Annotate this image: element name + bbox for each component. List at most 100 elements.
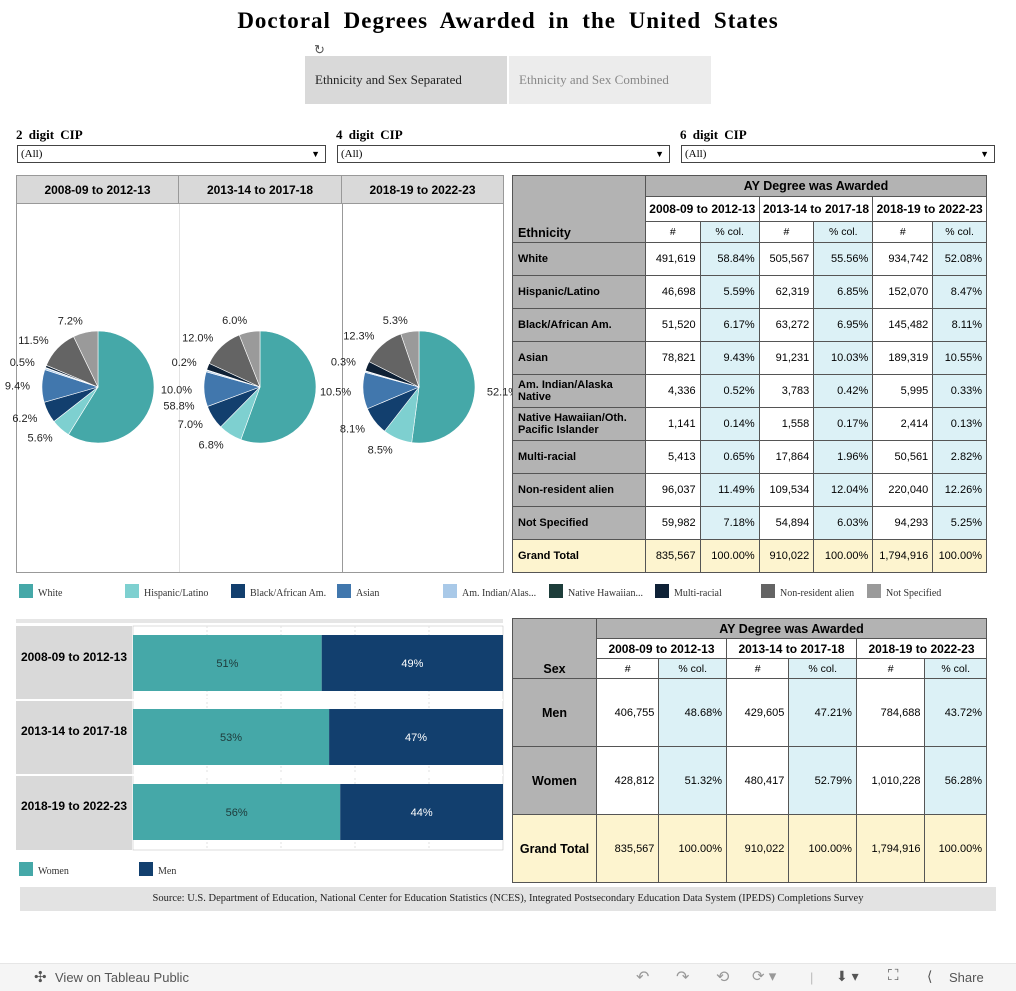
download-icon[interactable]: ⬇ ▾ bbox=[836, 968, 859, 984]
count-cell: 934,742 bbox=[872, 242, 934, 276]
filter-label-4digit: 4 digit CIP bbox=[336, 127, 403, 142]
pie-header-period-3: 2018-19 to 2022-23 bbox=[342, 176, 503, 204]
ethnicity-table-title: AY Degree was Awarded bbox=[645, 175, 987, 197]
grand-total-label: Grand Total bbox=[512, 539, 646, 573]
legend-label: Not Specified bbox=[886, 588, 942, 599]
count-cell: 17,864 bbox=[758, 440, 815, 474]
pie-slice[interactable] bbox=[400, 330, 420, 388]
period-header: 2018-19 to 2022-23 bbox=[855, 638, 988, 659]
pct-col-header: % col. bbox=[658, 658, 727, 679]
legend-swatch[interactable] bbox=[549, 584, 563, 598]
filter-select-6digit[interactable]: (All) ▼ bbox=[681, 145, 995, 163]
bar-data-label: 44% bbox=[411, 807, 433, 819]
pct-cell: 52.79% bbox=[788, 746, 857, 815]
legend-swatch[interactable] bbox=[19, 584, 33, 598]
count-cell: 429,605 bbox=[725, 678, 790, 747]
count-cell: 835,567 bbox=[645, 539, 701, 573]
row-label: Native Hawaiian/Oth. Pacific Islander bbox=[512, 407, 646, 441]
dropdown-arrow-icon: ▼ bbox=[655, 149, 664, 159]
pct-cell: 58.84% bbox=[699, 242, 760, 276]
refresh-icon[interactable]: ⟳ ▾ bbox=[752, 968, 777, 985]
count-cell: 1,794,916 bbox=[872, 539, 934, 573]
tab-ethnicity-sex-separated[interactable]: Ethnicity and Sex Separated bbox=[305, 56, 507, 104]
filter-value: (All) bbox=[341, 148, 363, 160]
bar-segment-women[interactable] bbox=[133, 709, 330, 765]
legend-label: Multi-racial bbox=[674, 588, 722, 599]
legend-swatch[interactable] bbox=[443, 584, 457, 598]
bar-data-label: 56% bbox=[226, 807, 248, 819]
pct-col-header: % col. bbox=[699, 221, 760, 243]
pct-cell: 6.17% bbox=[699, 308, 760, 342]
count-cell: 145,482 bbox=[872, 308, 934, 342]
bar-data-label: 49% bbox=[401, 658, 423, 670]
pie-data-label: 52.1% bbox=[487, 386, 518, 398]
sex-row-header: Sex bbox=[512, 618, 597, 679]
share-icon[interactable]: ⟨ bbox=[927, 968, 933, 984]
pie-data-label: 12.0% bbox=[182, 333, 213, 345]
pie-slice[interactable] bbox=[240, 330, 317, 444]
pie-slice[interactable] bbox=[73, 330, 99, 388]
legend-swatch[interactable] bbox=[19, 862, 33, 876]
redo-icon[interactable]: ↷ bbox=[676, 969, 690, 986]
filter-select-4digit[interactable]: (All) ▼ bbox=[337, 145, 670, 163]
pie-divider bbox=[179, 204, 180, 572]
count-cell: 406,755 bbox=[595, 678, 660, 747]
fullscreen-icon[interactable]: ⛶ bbox=[888, 967, 899, 984]
share-button[interactable]: Share bbox=[949, 970, 984, 985]
bar-segment-men[interactable] bbox=[321, 635, 503, 691]
legend-label: Black/African Am. bbox=[250, 588, 327, 599]
pct-cell: 47.21% bbox=[788, 678, 857, 747]
pct-cell: 0.14% bbox=[699, 407, 760, 441]
legend-swatch[interactable] bbox=[231, 584, 245, 598]
pie-slice[interactable] bbox=[411, 330, 476, 444]
count-cell: 62,319 bbox=[758, 275, 815, 309]
bar-segment-men[interactable] bbox=[329, 709, 503, 765]
count-cell: 94,293 bbox=[872, 506, 934, 540]
revert-icon[interactable]: ⟲ bbox=[716, 969, 730, 986]
bar-segment-women[interactable] bbox=[133, 635, 322, 691]
count-cell: 5,413 bbox=[645, 440, 701, 474]
bar-segment-men[interactable] bbox=[340, 784, 503, 840]
pie-data-label: 6.0% bbox=[222, 315, 247, 327]
count-cell: 152,070 bbox=[872, 275, 934, 309]
filter-select-2digit[interactable]: (All) ▼ bbox=[17, 145, 326, 163]
filter-value: (All) bbox=[21, 148, 43, 160]
view-on-tableau-link[interactable]: View on Tableau Public bbox=[55, 970, 189, 985]
count-cell: 2,414 bbox=[872, 407, 934, 441]
legend-swatch[interactable] bbox=[139, 862, 153, 876]
count-cell: 505,567 bbox=[758, 242, 815, 276]
pct-cell: 6.95% bbox=[813, 308, 874, 342]
bar-category-label: 2008-09 to 2012-13 bbox=[20, 650, 128, 664]
tab-ethnicity-sex-combined[interactable]: Ethnicity and Sex Combined bbox=[509, 56, 711, 104]
count-cell: 784,688 bbox=[855, 678, 926, 747]
bar-segment-women[interactable] bbox=[133, 784, 341, 840]
legend-swatch[interactable] bbox=[867, 584, 881, 598]
pie-data-label: 6.8% bbox=[199, 439, 224, 451]
pct-col-header: % col. bbox=[788, 658, 857, 679]
count-cell: 480,417 bbox=[725, 746, 790, 815]
undo-icon[interactable]: ↶ bbox=[636, 969, 650, 986]
reset-icon[interactable]: ↻ bbox=[314, 42, 325, 57]
pct-cell: 5.59% bbox=[699, 275, 760, 309]
filter-value: (All) bbox=[685, 148, 707, 160]
pie-slice[interactable] bbox=[68, 330, 155, 444]
row-label: Asian bbox=[512, 341, 646, 375]
row-label: Am. Indian/Alaska Native bbox=[512, 374, 646, 408]
legend-swatch[interactable] bbox=[761, 584, 775, 598]
legend-swatch[interactable] bbox=[125, 584, 139, 598]
grand-total-label: Grand Total bbox=[512, 814, 597, 883]
count-cell: 428,812 bbox=[595, 746, 660, 815]
count-cell: 220,040 bbox=[872, 473, 934, 507]
legend-swatch[interactable] bbox=[655, 584, 669, 598]
pie-slice[interactable] bbox=[238, 330, 261, 388]
tableau-icon[interactable]: ✣ bbox=[34, 969, 47, 986]
period-header: 2008-09 to 2012-13 bbox=[596, 638, 727, 659]
pct-cell: 5.25% bbox=[932, 506, 987, 540]
count-col-header: # bbox=[645, 221, 701, 243]
pct-cell: 52.08% bbox=[932, 242, 987, 276]
count-cell: 91,231 bbox=[758, 341, 815, 375]
legend-swatch[interactable] bbox=[337, 584, 351, 598]
pct-cell: 0.52% bbox=[699, 374, 760, 408]
toolbar-divider: | bbox=[810, 970, 814, 985]
